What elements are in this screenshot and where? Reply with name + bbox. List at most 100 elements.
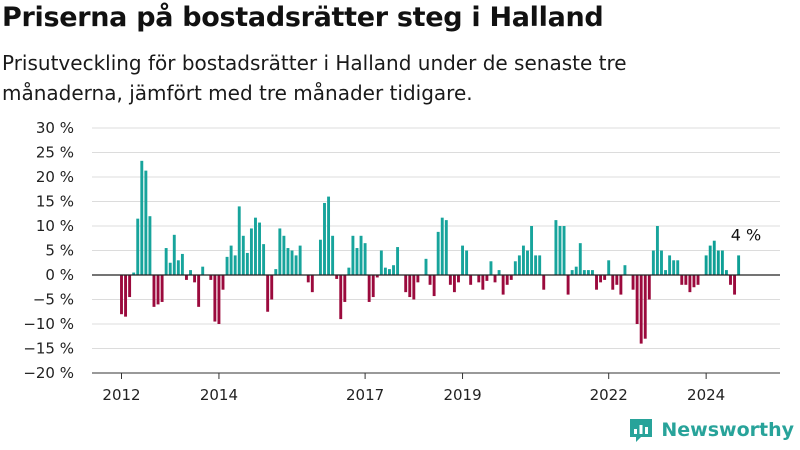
bar	[660, 250, 663, 275]
bar	[720, 250, 724, 275]
bar	[392, 265, 395, 275]
x-tick-label: 2014	[200, 386, 238, 404]
last-value-annotation: 4 %	[731, 225, 761, 244]
x-tick-label: 2017	[346, 386, 384, 404]
bar	[424, 258, 428, 275]
bar	[574, 266, 578, 275]
bar	[481, 275, 485, 290]
bar	[501, 275, 505, 295]
bar	[497, 270, 501, 275]
bar	[436, 231, 440, 275]
grid-lines	[92, 127, 780, 374]
bar	[323, 202, 326, 275]
bar	[452, 275, 456, 293]
bar	[554, 220, 558, 275]
chart-title: Priserna på bostadsrätter steg i Halland	[2, 2, 604, 33]
bar	[733, 275, 737, 295]
bar	[318, 239, 322, 275]
y-tick-label: −20 %	[23, 364, 74, 382]
bar	[737, 255, 741, 275]
bar	[493, 275, 497, 283]
bar	[591, 270, 594, 275]
bar	[383, 267, 387, 275]
bar	[558, 226, 562, 275]
y-tick-label: 0 %	[45, 266, 74, 284]
bar	[489, 261, 493, 275]
bar	[233, 255, 237, 275]
bar	[270, 275, 274, 300]
x-tick-label: 2022	[590, 386, 628, 404]
y-tick-label: −15 %	[23, 340, 74, 358]
bar	[249, 228, 253, 275]
y-tick-label: 20 %	[36, 168, 74, 186]
bar	[124, 275, 128, 317]
bar	[294, 255, 298, 275]
x-tick-label: 2024	[687, 386, 725, 404]
bar	[262, 244, 266, 275]
bar	[343, 275, 347, 302]
bar	[225, 256, 229, 275]
bar	[347, 267, 351, 275]
bar	[684, 275, 688, 285]
bar	[396, 247, 400, 275]
bar	[241, 235, 245, 275]
bar	[688, 275, 692, 293]
bar	[274, 269, 278, 275]
bar	[245, 252, 249, 275]
bar	[339, 275, 343, 320]
bar	[335, 275, 339, 279]
y-tick-label: 5 %	[45, 242, 74, 260]
bar	[716, 250, 720, 275]
y-axis-tick-labels: 30 % 25 % 20 % 15 % 10 % 5 % 0 % −5 % −10 % −15 %…	[23, 119, 74, 382]
bar	[355, 248, 359, 275]
bar	[729, 275, 732, 285]
bar	[542, 275, 546, 290]
bar	[136, 218, 140, 275]
x-axis: 2012 2014 2017 2019 2022 2024	[92, 372, 780, 404]
bar	[712, 240, 716, 275]
bar	[144, 170, 148, 275]
x-tick-label: 2012	[102, 386, 140, 404]
bar	[578, 243, 582, 275]
bar	[132, 272, 136, 275]
bar	[367, 275, 371, 302]
bar	[465, 250, 469, 275]
bar	[440, 217, 444, 275]
bar	[485, 275, 489, 281]
bar	[408, 275, 412, 298]
bar	[672, 260, 676, 275]
bar	[379, 250, 383, 275]
bar	[185, 275, 188, 280]
bar	[566, 275, 570, 295]
bar	[213, 275, 217, 322]
bar	[217, 275, 221, 324]
y-tick-label: 15 %	[36, 193, 74, 211]
bar	[664, 270, 667, 275]
bar	[404, 275, 408, 293]
bar	[197, 275, 201, 307]
bar	[469, 275, 473, 285]
brand-name: Newsworthy	[661, 419, 794, 441]
bar	[164, 248, 168, 275]
bar	[643, 275, 647, 339]
bar	[128, 275, 132, 298]
bar	[282, 235, 286, 275]
bar	[310, 275, 314, 293]
bar	[412, 275, 416, 300]
bar	[562, 226, 566, 275]
annotations: 4 %	[731, 225, 761, 244]
bar	[140, 160, 144, 275]
bar	[607, 260, 611, 275]
y-tick-label: 25 %	[36, 144, 74, 162]
bar	[193, 275, 197, 283]
bar	[639, 275, 643, 344]
bar	[359, 235, 363, 275]
bar	[619, 275, 623, 295]
bar	[668, 255, 672, 275]
bar	[168, 262, 172, 275]
bar	[444, 220, 448, 275]
y-tick-label: −10 %	[23, 315, 74, 333]
bar	[509, 275, 513, 280]
bar	[538, 255, 542, 275]
